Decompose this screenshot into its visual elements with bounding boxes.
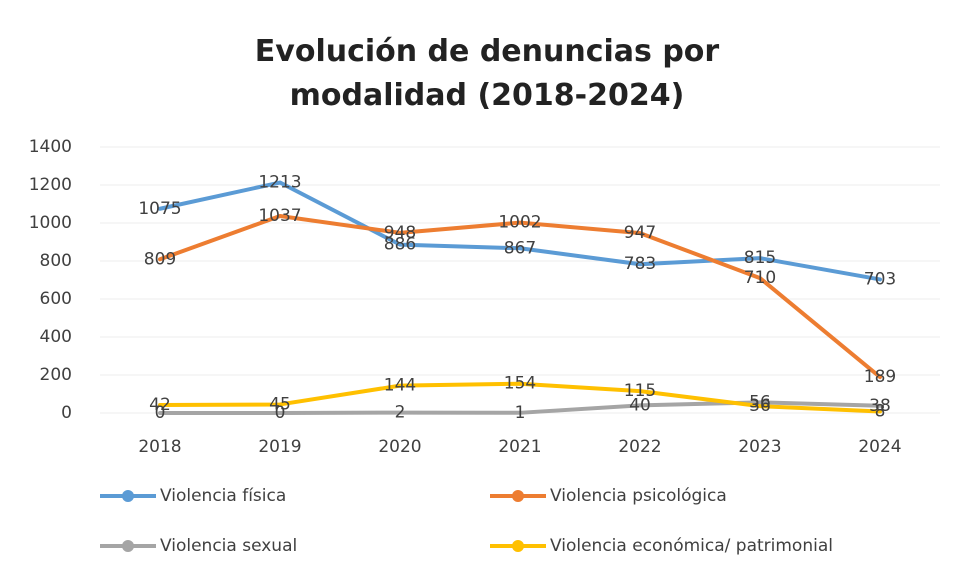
legend-label: Violencia física — [160, 486, 286, 506]
series-line — [158, 381, 882, 414]
series-line — [158, 213, 882, 380]
data-label: 38 — [869, 396, 891, 416]
data-label: 0 — [275, 403, 286, 423]
legend-label: Violencia psicológica — [550, 486, 727, 506]
data-label: 2 — [395, 403, 406, 423]
data-label: 144 — [384, 376, 416, 396]
x-tick-label: 2022 — [618, 437, 661, 457]
data-label: 36 — [749, 396, 771, 416]
y-tick-label: 0 — [61, 403, 72, 423]
x-tick-label: 2018 — [138, 437, 181, 457]
data-label: 1 — [515, 403, 526, 423]
data-label: 40 — [629, 395, 651, 415]
y-tick-label: 1000 — [29, 213, 72, 233]
data-label: 0 — [155, 403, 166, 423]
data-label: 42 — [149, 395, 171, 415]
data-label: 1037 — [258, 206, 301, 226]
y-tick-label: 400 — [40, 327, 72, 347]
data-label: 115 — [624, 381, 656, 401]
data-label: 1075 — [138, 199, 181, 219]
x-tick-label: 2019 — [258, 437, 301, 457]
data-label: 710 — [744, 268, 776, 288]
y-tick-label: 200 — [40, 365, 72, 385]
legend-label: Violencia sexual — [160, 536, 297, 556]
data-label: 1213 — [258, 173, 301, 193]
data-label: 8 — [875, 401, 886, 421]
data-label: 1002 — [498, 213, 541, 233]
legend-marker — [122, 490, 134, 502]
data-label: 948 — [384, 223, 416, 243]
data-label: 189 — [864, 367, 896, 387]
x-tick-label: 2023 — [738, 437, 781, 457]
x-tick-label: 2024 — [858, 437, 901, 457]
legend-label: Violencia económica/ patrimonial — [550, 536, 833, 556]
y-tick-label: 1400 — [29, 137, 72, 157]
data-label: 56 — [749, 392, 771, 412]
legend-marker — [512, 540, 524, 552]
x-tick-label: 2021 — [498, 437, 541, 457]
data-label: 886 — [384, 235, 416, 255]
series-line — [158, 400, 882, 415]
data-label: 154 — [504, 374, 536, 394]
x-tick-label: 2020 — [378, 437, 421, 457]
data-label: 809 — [144, 249, 176, 269]
y-tick-label: 800 — [40, 251, 72, 271]
y-tick-label: 1200 — [29, 175, 72, 195]
data-label: 815 — [744, 248, 776, 268]
data-label: 783 — [624, 254, 656, 274]
series-line — [158, 180, 882, 282]
y-tick-label: 600 — [40, 289, 72, 309]
data-label: 867 — [504, 238, 536, 258]
data-label: 45 — [269, 394, 291, 414]
data-label: 947 — [624, 223, 656, 243]
chart-title: Evolución de denuncias por modalidad (20… — [254, 34, 720, 113]
data-label: 703 — [864, 269, 896, 289]
legend-marker — [512, 490, 524, 502]
legend-marker — [122, 540, 134, 552]
